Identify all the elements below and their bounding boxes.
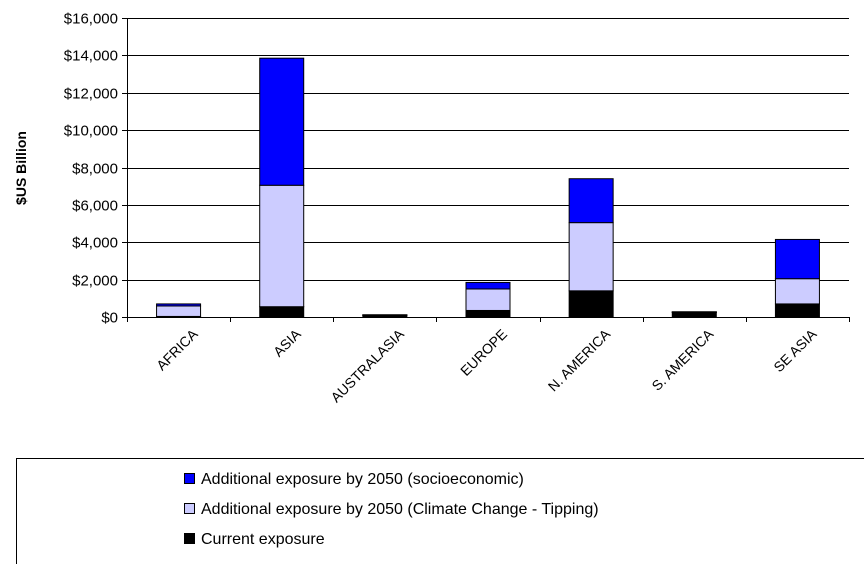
x-category-label: S. AMERICA [648,325,716,393]
bar-segment [568,178,614,224]
bar-segment [465,281,511,290]
y-tick-label: $14,000 [64,48,118,65]
legend-swatch [184,503,195,514]
bar-segment [671,311,717,313]
x-category-label: N. AMERICA [545,325,614,394]
legend-box [16,458,864,564]
legend: Additional exposure by 2050 (socioeconom… [16,458,864,564]
legend-label: Current exposure [201,531,325,548]
bar-segment [156,305,202,317]
y-tick-label: $4,000 [72,235,118,252]
bar-segment [568,222,614,292]
bars [156,57,820,318]
bar-segment [362,314,408,316]
x-category-label: AFRICA [153,325,201,373]
legend-label: Additional exposure by 2050 (Climate Cha… [201,501,599,518]
axes [122,18,850,322]
x-category-label: EUROPE [457,326,510,379]
x-category-label: AUSTRALASIA [327,325,407,405]
gridlines [127,18,849,281]
y-tick-label: $2,000 [72,273,118,290]
y-axis-title: $US Billion [13,131,29,205]
bar-segment [671,311,717,318]
bar-segment [259,306,305,318]
y-tick-label: $0 [101,310,118,327]
bar-segment [156,303,202,307]
bar-segment [465,309,511,318]
bar-segment [774,238,820,280]
x-category-label: ASIA [270,325,304,359]
bar-segment [774,278,820,305]
y-tick-labels: $0 $2,000 $4,000 $6,000 $8,000 $10,000 $12,000… [64,11,118,327]
bar-segment [259,184,305,308]
legend-swatch [184,533,195,544]
x-category-label: SE ASIA [770,325,820,375]
bar-segment [259,57,305,186]
y-tick-label: $16,000 [64,11,118,28]
bar-segment [465,288,511,311]
bar-segment [774,303,820,318]
x-category-labels: AFRICA ASIA AUSTRALASIA EUROPE N. AMERICA S. … [153,325,820,405]
y-tick-label: $6,000 [72,198,118,215]
legend-swatch [184,473,195,484]
y-tick-label: $10,000 [64,123,118,140]
legend-label: Additional exposure by 2050 (socioeconom… [201,471,524,488]
bar-segment [568,290,614,318]
y-tick-label: $12,000 [64,86,118,103]
y-tick-label: $8,000 [72,161,118,178]
